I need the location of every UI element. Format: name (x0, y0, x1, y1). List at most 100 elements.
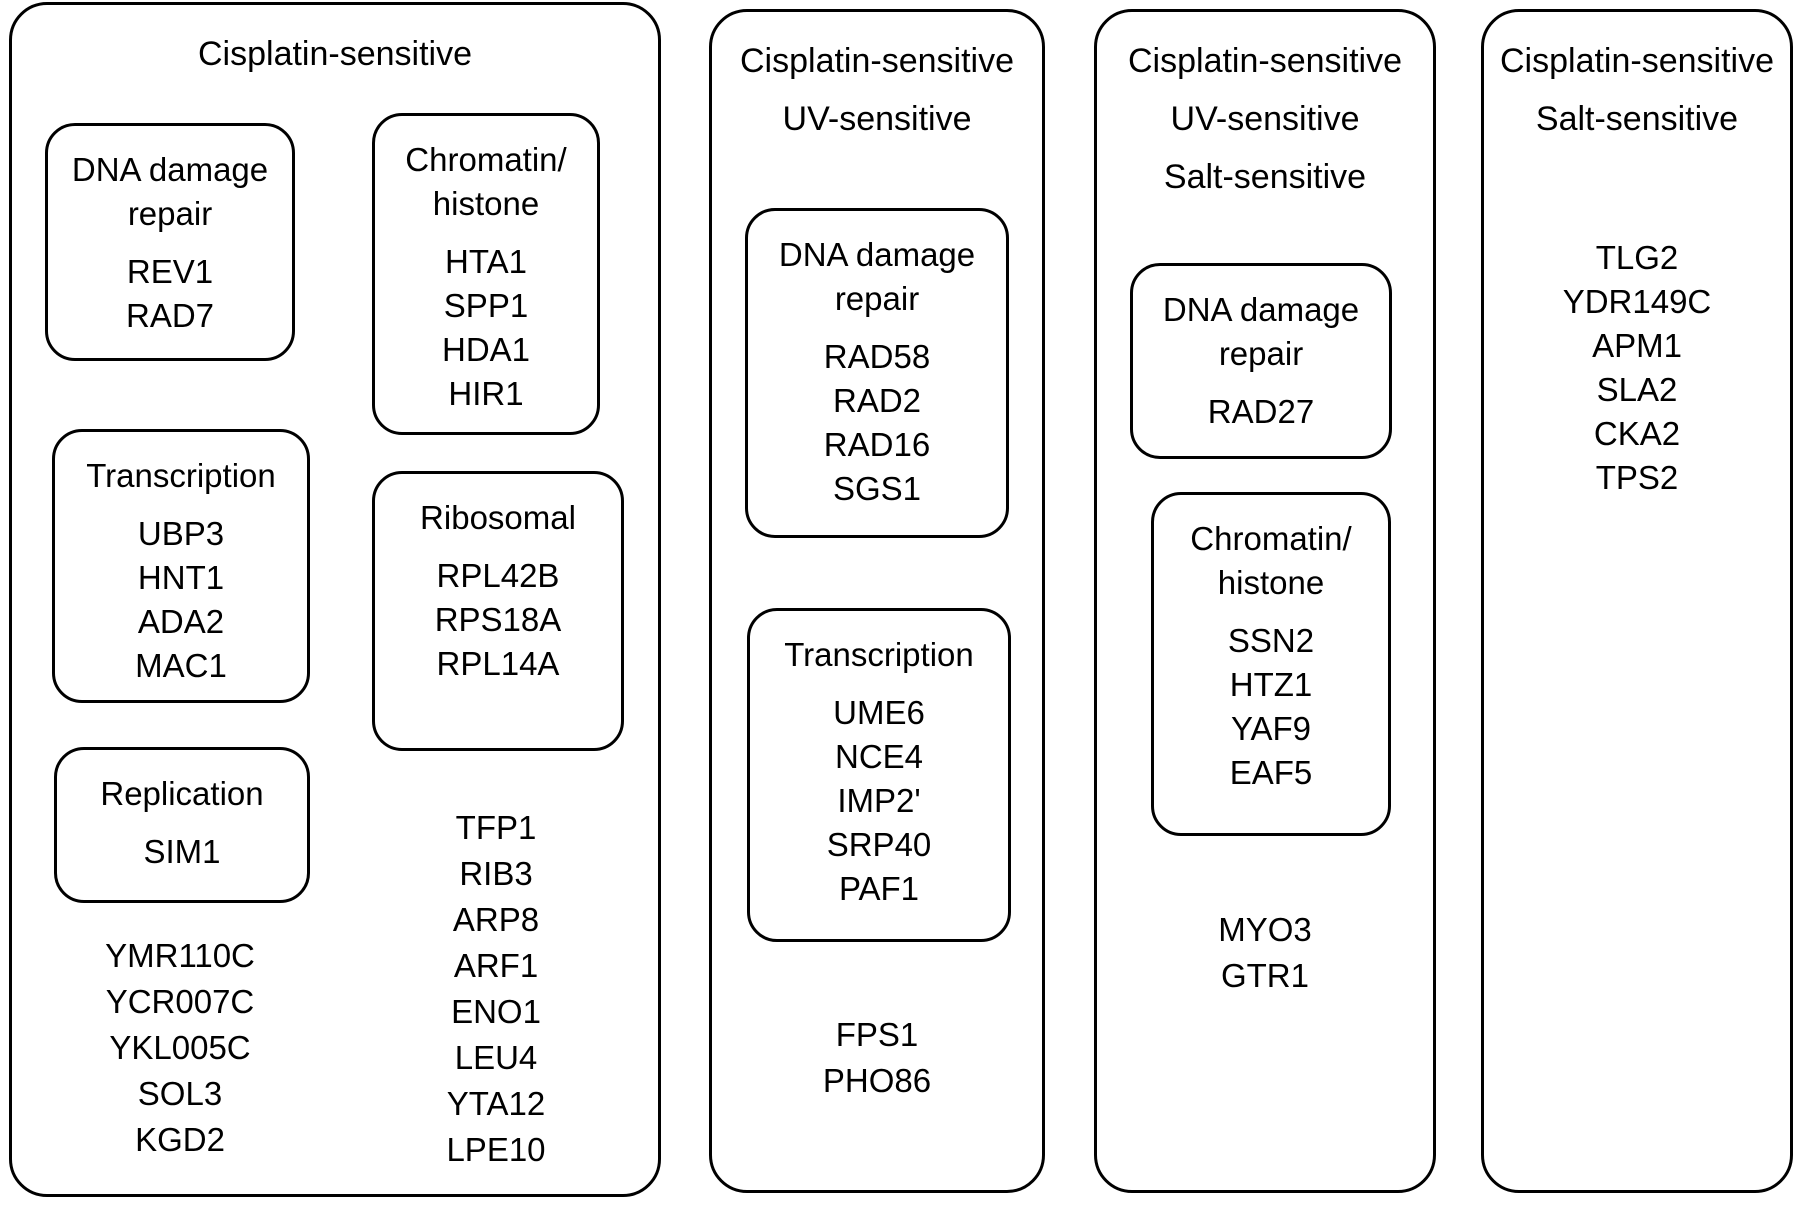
gene-label: ENO1 (451, 993, 541, 1030)
gene-label: SSN2 (1227, 622, 1315, 659)
gene-label: SOL3 (137, 1075, 223, 1112)
gene-label: CKA2 (1593, 415, 1681, 452)
panel-title-line: UV-sensitive (782, 100, 972, 138)
gene-label: YCR007C (105, 983, 255, 1020)
panel-title-line: Cisplatin-sensitive (740, 42, 1014, 80)
gene-label: ARF1 (453, 947, 539, 984)
group-title-line: histone (432, 185, 540, 222)
group-dna-damage-repair: DNA damage repair REV1 RAD7 (45, 123, 295, 361)
gene-label: ADA2 (137, 603, 225, 640)
group-title: DNA damage repair (1133, 266, 1389, 376)
group-title: Transcription (55, 432, 307, 498)
gene-label: PAF1 (838, 870, 920, 907)
ungrouped-gene-list: TFP1 RIB3 ARP8 ARF1 ENO1 LEU4 YTA12 LPE1… (368, 805, 624, 1173)
gene-label: RAD27 (1207, 393, 1315, 430)
gene-label: RAD58 (823, 338, 931, 375)
gene-list: RAD58 RAD2 RAD16 SGS1 (748, 321, 1006, 511)
gene-label: NCE4 (834, 738, 924, 775)
gene-label: LEU4 (454, 1039, 538, 1076)
gene-list: RPL42B RPS18A RPL14A (375, 540, 621, 686)
gene-label: SGS1 (832, 470, 922, 507)
panel-cisplatin-uv: Cisplatin-sensitive UV-sensitive DNA dam… (709, 9, 1045, 1193)
gene-label: EAF5 (1229, 754, 1313, 791)
group-title: DNA damage repair (48, 126, 292, 236)
gene-label: TFP1 (455, 809, 537, 846)
ungrouped-gene-list: YMR110C YCR007C YKL005C SOL3 KGD2 (42, 933, 318, 1163)
gene-label: HTZ1 (1229, 666, 1313, 703)
panel-title-block: Cisplatin-sensitive (12, 5, 658, 83)
gene-list: HTA1 SPP1 HDA1 HIR1 (375, 226, 597, 416)
gene-label: UBP3 (137, 515, 225, 552)
gene-label: RAD7 (125, 297, 215, 334)
gene-label: TPS2 (1595, 459, 1679, 496)
gene-label: ARP8 (452, 901, 540, 938)
gene-label: YKL005C (109, 1029, 251, 1066)
panel-title-line: Salt-sensitive (1535, 100, 1739, 138)
panel-cisplatin: Cisplatin-sensitive DNA damage repair RE… (9, 2, 661, 1197)
group-title-line: Replication (100, 775, 264, 812)
gene-label: SPP1 (443, 287, 529, 324)
gene-label: PHO86 (822, 1062, 932, 1099)
gene-label: TLG2 (1595, 239, 1679, 276)
group-replication: Replication SIM1 (54, 747, 310, 903)
group-title-line: Transcription (784, 636, 974, 673)
gene-list: RAD27 (1133, 376, 1389, 434)
gene-label: SLA2 (1596, 371, 1678, 408)
gene-label: YDR149C (1562, 283, 1712, 320)
gene-label: APM1 (1592, 327, 1682, 364)
panel-title-line: Cisplatin-sensitive (1128, 42, 1402, 80)
gene-label: IMP2' (837, 782, 921, 819)
group-title: Transcription (750, 611, 1008, 677)
gene-label: HTA1 (445, 243, 527, 280)
panel-cisplatin-salt: Cisplatin-sensitive Salt-sensitive TLG2 … (1481, 9, 1793, 1193)
ungrouped-gene-list: FPS1 PHO86 (712, 1012, 1042, 1104)
gene-label: HIR1 (448, 375, 524, 412)
panel-title-line: Cisplatin-sensitive (198, 35, 472, 73)
group-title-line: repair (127, 195, 213, 232)
panel-title-line: Salt-sensitive (1163, 158, 1367, 196)
ungrouped-gene-list: TLG2 YDR149C APM1 SLA2 CKA2 TPS2 (1484, 236, 1790, 500)
group-title-line: DNA damage (778, 236, 976, 273)
gene-list: SSN2 HTZ1 YAF9 EAF5 (1154, 605, 1388, 795)
gene-label: RPL42B (436, 557, 560, 594)
group-dna-damage-repair: DNA damage repair RAD58 RAD2 RAD16 SGS1 (745, 208, 1009, 538)
gene-label: RIB3 (459, 855, 533, 892)
panel-title-line: UV-sensitive (1170, 100, 1360, 138)
group-ribosomal: Ribosomal RPL42B RPS18A RPL14A (372, 471, 624, 751)
group-chromatin-histone: Chromatin/ histone HTA1 SPP1 HDA1 HIR1 (372, 113, 600, 435)
group-title-line: repair (1218, 335, 1304, 372)
panel-cisplatin-uv-salt: Cisplatin-sensitive UV-sensitive Salt-se… (1094, 9, 1436, 1193)
gene-label: REV1 (126, 253, 214, 290)
group-title: Chromatin/ histone (1154, 495, 1388, 605)
gene-label: SRP40 (826, 826, 932, 863)
group-title-line: Chromatin/ (405, 141, 567, 178)
panel-title-block: Cisplatin-sensitive UV-sensitive Salt-se… (1097, 12, 1433, 206)
group-chromatin-histone: Chromatin/ histone SSN2 HTZ1 YAF9 EAF5 (1151, 492, 1391, 836)
gene-label: KGD2 (135, 1121, 225, 1158)
gene-label: UME6 (833, 694, 925, 731)
gene-label: RPL14A (436, 645, 560, 682)
group-title-line: Chromatin/ (1190, 520, 1352, 557)
group-title-line: repair (834, 280, 920, 317)
panel-title-block: Cisplatin-sensitive UV-sensitive (712, 12, 1042, 148)
gene-label: LPE10 (446, 1131, 546, 1168)
gene-list: UME6 NCE4 IMP2' SRP40 PAF1 (750, 677, 1008, 911)
gene-list: REV1 RAD7 (48, 236, 292, 338)
group-transcription: Transcription UBP3 HNT1 ADA2 MAC1 (52, 429, 310, 703)
gene-label: RPS18A (434, 601, 562, 638)
group-transcription: Transcription UME6 NCE4 IMP2' SRP40 PAF1 (747, 608, 1011, 942)
gene-label: HDA1 (441, 331, 531, 368)
group-title-line: Ribosomal (420, 499, 576, 536)
ungrouped-gene-list: MYO3 GTR1 (1097, 907, 1433, 999)
gene-list: UBP3 HNT1 ADA2 MAC1 (55, 498, 307, 688)
gene-label: YTA12 (446, 1085, 546, 1122)
group-title-line: Transcription (86, 457, 276, 494)
gene-label: RAD2 (832, 382, 922, 419)
group-dna-damage-repair: DNA damage repair RAD27 (1130, 263, 1392, 459)
gene-label: GTR1 (1220, 957, 1309, 994)
gene-label: YMR110C (105, 937, 255, 974)
group-title: Chromatin/ histone (375, 116, 597, 226)
gene-list: SIM1 (57, 816, 307, 874)
group-title: Replication (57, 750, 307, 816)
